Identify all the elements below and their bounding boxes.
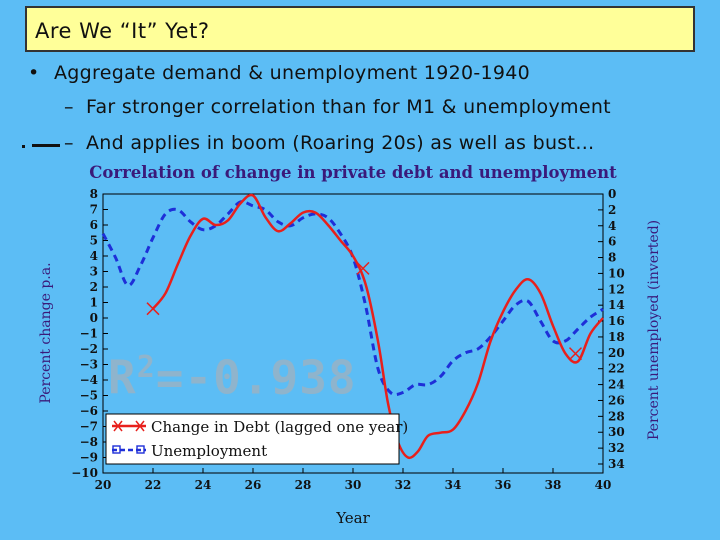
bullet-item-3: – And applies in boom (Roaring 20s) as we… (64, 132, 595, 154)
y-tick-label: −4 (80, 373, 98, 387)
y-tick-label: 3 (90, 265, 98, 279)
bullet-marker: • (28, 62, 40, 84)
y2-axis-label: Percent unemployed (inverted) (646, 220, 662, 440)
y2-tick-label: 4 (608, 219, 616, 233)
y2-tick-label: 8 (608, 251, 616, 265)
r2-exponent: 2 (136, 350, 156, 385)
y2-tick-label: 30 (608, 425, 625, 439)
y-tick-label: 8 (90, 187, 98, 201)
debt-x-marker (568, 347, 583, 361)
r-squared-annotation: R2=-0.938 (108, 350, 357, 404)
title-box: Are We “It” Yet? (25, 6, 695, 52)
chart-title: Correlation of change in private debt an… (89, 163, 617, 182)
y-tick-label: 1 (90, 296, 98, 310)
debt-line (152, 193, 604, 460)
x-tick-label: 20 (95, 478, 112, 492)
legend-box (105, 413, 400, 465)
unemployment-line (101, 200, 604, 397)
y2-tick-label: 22 (608, 362, 625, 376)
y-tick-label: 0 (90, 311, 98, 325)
x-tick-label: 22 (145, 478, 162, 492)
x-tick-label: 32 (395, 478, 412, 492)
y-tick-label: −5 (80, 389, 98, 403)
y-tick-label: −3 (80, 358, 98, 372)
y2-tick-label: 16 (608, 314, 625, 328)
x-tick-label: 40 (595, 478, 612, 492)
sub-bullet-marker: – (64, 132, 74, 154)
left-y-axis: 8 76 54 32 10 −1−2 −3−4 −5−6 −7−8 −9−10 (71, 187, 108, 480)
y-tick-label: 7 (90, 203, 98, 217)
x-tick-label: 26 (245, 478, 262, 492)
y-tick-label: −9 (80, 451, 98, 465)
y2-tick-label: 18 (608, 330, 625, 344)
y-tick-label: −10 (71, 466, 98, 480)
y2-tick-label: 28 (608, 409, 625, 423)
y-tick-label: 2 (90, 280, 98, 294)
r2-value: =-0.938 (155, 350, 357, 405)
debt-x-marker (146, 302, 160, 316)
legend-unemployment-label: Unemployment (151, 442, 267, 460)
bullet-text-3: And applies in boom (Roaring 20s) as wel… (86, 132, 595, 154)
x-tick-label: 38 (545, 478, 562, 492)
bullet-text-2: Far stronger correlation than for M1 & u… (86, 96, 611, 118)
y-tick-label: −8 (80, 435, 98, 449)
x-axis-label: Year (335, 509, 370, 527)
legend-debt-label: Change in Debt (lagged one year) (151, 418, 408, 436)
y2-tick-label: 12 (608, 282, 625, 296)
y2-tick-label: 20 (608, 346, 625, 360)
y2-tick-label: 14 (608, 298, 625, 312)
bullet-text-1: Aggregate demand & unemployment 1920-194… (54, 62, 531, 84)
bullet-item-2: – Far stronger correlation than for M1 & … (64, 96, 611, 118)
x-tick-label: 28 (295, 478, 312, 492)
y2-tick-label: 2 (608, 203, 616, 217)
decorative-dash-mark (22, 144, 60, 148)
x-tick-label: 36 (495, 478, 512, 492)
r2-base: R (108, 350, 137, 405)
y2-tick-label: 24 (608, 378, 625, 392)
x-tick-label: 24 (195, 478, 212, 492)
x-tick-label: 34 (445, 478, 462, 492)
y-tick-label: 6 (90, 218, 98, 232)
debt-x-marker (356, 261, 370, 275)
y-tick-label: −6 (80, 404, 98, 418)
chart-legend: Change in Debt (lagged one year) Unemplo… (105, 413, 408, 465)
y-axis-label: Percent change p.a. (38, 262, 54, 403)
y2-tick-label: 34 (608, 457, 625, 471)
legend-unemployment-swatch (112, 445, 146, 454)
y-tick-label: 5 (90, 234, 98, 248)
bullet-item-1: • Aggregate demand & unemployment 1920-19… (28, 62, 530, 84)
y-tick-label: 4 (90, 249, 98, 263)
y-tick-label: −7 (80, 420, 98, 434)
y2-tick-label: 32 (608, 441, 625, 455)
y2-tick-label: 10 (608, 266, 625, 280)
y2-tick-label: 6 (608, 235, 616, 249)
y-tick-label: −2 (80, 342, 98, 356)
slide-title: Are We “It” Yet? (35, 19, 210, 43)
y-tick-label: −1 (80, 327, 98, 341)
y2-tick-label: 0 (608, 187, 616, 201)
y2-tick-label: 26 (608, 393, 625, 407)
sub-bullet-marker: – (64, 96, 74, 118)
series-layer (101, 193, 604, 460)
legend-debt-swatch (112, 420, 146, 432)
x-axis: 20 22 24 26 28 30 32 34 36 38 40 (95, 468, 612, 492)
x-tick-label: 30 (345, 478, 362, 492)
